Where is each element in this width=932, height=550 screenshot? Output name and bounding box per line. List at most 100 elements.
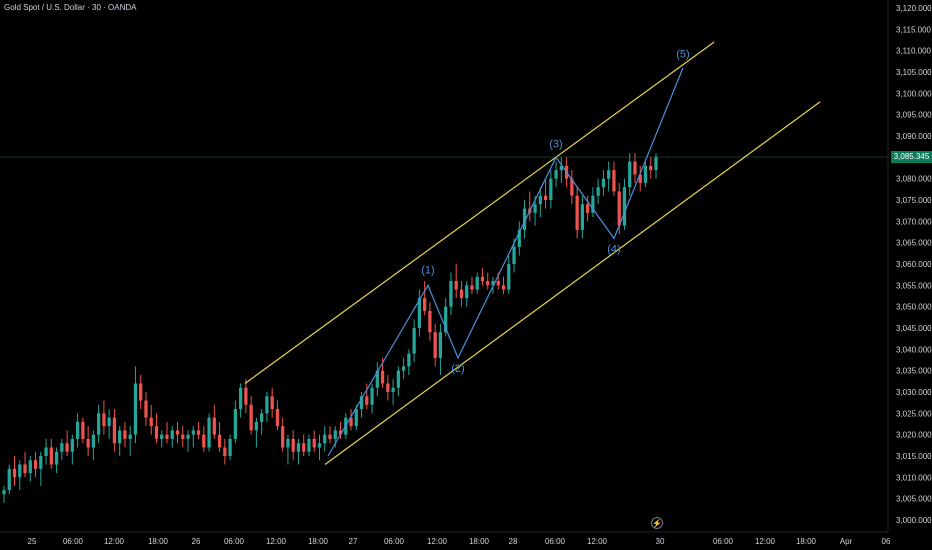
price-tick-label: 3,090.000 xyxy=(896,132,932,141)
price-tick-label: 3,050.000 xyxy=(896,303,932,312)
candle-body xyxy=(507,264,511,290)
price-tick-label: 3,110.000 xyxy=(896,47,932,56)
candle-body xyxy=(633,161,637,175)
candle-body xyxy=(212,417,216,435)
candle-body xyxy=(370,387,374,405)
candle-body xyxy=(270,396,274,410)
candle-body xyxy=(254,421,259,431)
candle-body xyxy=(128,434,132,439)
candle-body xyxy=(444,306,448,333)
candle-body xyxy=(459,289,464,299)
candle-body xyxy=(486,281,490,286)
candle-body xyxy=(428,310,432,333)
price-tick-label: 3,005.000 xyxy=(896,495,932,504)
candle-body xyxy=(60,443,64,452)
candle-body xyxy=(302,443,306,452)
candle-body xyxy=(317,443,322,448)
time-tick-label: 18:00 xyxy=(469,537,490,546)
time-tick-label: 28 xyxy=(509,537,518,546)
price-tick-label: 3,060.000 xyxy=(896,260,932,269)
candle-body xyxy=(512,246,516,264)
candle-body xyxy=(97,413,101,435)
candle-body xyxy=(107,417,111,427)
elliott-wave-path xyxy=(327,67,684,457)
time-tick-label: 12:00 xyxy=(104,537,125,546)
candle-body xyxy=(480,276,485,282)
candle-body xyxy=(312,438,316,448)
candle-body xyxy=(601,178,606,188)
candle-body xyxy=(543,195,548,200)
candle-body xyxy=(607,170,611,179)
time-tick-label: 26 xyxy=(192,537,201,546)
candle-body xyxy=(228,438,232,456)
candle-body xyxy=(28,460,32,474)
price-tick-label: 3,045.000 xyxy=(896,324,932,333)
candle-body xyxy=(160,434,164,439)
candle-body xyxy=(638,174,642,183)
candle-body xyxy=(238,387,243,410)
candle-body xyxy=(54,451,59,465)
candle-body xyxy=(449,281,453,307)
candle-body xyxy=(333,430,337,439)
candle-body xyxy=(359,396,364,410)
time-tick-label: 06:00 xyxy=(384,537,405,546)
price-tick-label: 3,000.000 xyxy=(896,516,932,525)
price-tick-label: 3,055.000 xyxy=(896,281,932,290)
candle-body xyxy=(291,438,295,452)
price-tick-label: 3,030.000 xyxy=(896,388,932,397)
wave-label: (4) xyxy=(607,243,620,255)
candle-body xyxy=(286,438,290,448)
candle-body xyxy=(454,281,458,290)
price-tick-label: 3,065.000 xyxy=(896,239,932,248)
candle-body xyxy=(612,170,616,192)
candle-body xyxy=(349,417,353,427)
drawing-overlays: (1) (2) (3) (4) (5) xyxy=(244,41,821,466)
candle-body xyxy=(202,434,206,448)
candle-body xyxy=(281,426,285,448)
candle-body xyxy=(491,281,495,286)
candle-body xyxy=(91,434,96,448)
candle-body xyxy=(123,430,127,439)
time-axis[interactable]: 25 06:00 12:00 18:00 26 06:00 12:00 18:00 27 06:0… xyxy=(28,537,891,546)
candle-body xyxy=(470,285,474,290)
candle-body xyxy=(522,208,527,230)
candle-body xyxy=(39,456,43,469)
price-tick-label: 3,120.000 xyxy=(896,4,932,13)
lightning-icon[interactable]: ⚡ xyxy=(651,517,663,529)
price-tick-label: 3,080.000 xyxy=(896,175,932,184)
channel-lower-line xyxy=(324,101,821,466)
wave-label: (2) xyxy=(451,363,464,375)
candle-body xyxy=(586,204,590,213)
candle-body xyxy=(149,417,153,427)
candle-body xyxy=(49,447,53,465)
candle-body xyxy=(375,370,379,388)
candle-body xyxy=(186,434,190,439)
candle-body xyxy=(354,409,358,427)
time-tick-label: 06 xyxy=(882,537,891,546)
candle-body xyxy=(70,438,74,452)
candle-body xyxy=(112,417,117,444)
candle-body xyxy=(423,298,427,311)
candle-body xyxy=(533,204,537,213)
candle-body xyxy=(549,178,553,200)
candle-body xyxy=(170,430,174,439)
candle-body xyxy=(181,434,185,439)
time-tick-label: Apr xyxy=(840,537,853,546)
candle-body xyxy=(501,285,506,290)
price-axis[interactable]: 3,120.000 3,115.000 3,110.000 3,105.000 3,10… xyxy=(896,4,932,525)
symbol-title: Gold Spot / U.S. Dollar · 30 · OANDA xyxy=(4,3,137,12)
price-tick-label: 3,025.000 xyxy=(896,409,932,418)
candle-body xyxy=(617,191,621,226)
wave-label: (3) xyxy=(549,138,562,150)
time-tick-label: 25 xyxy=(28,537,37,546)
wave-label: (1) xyxy=(421,264,434,276)
candle-body xyxy=(81,421,85,439)
candle-body xyxy=(365,396,369,405)
candle-body xyxy=(23,464,27,474)
candle-body xyxy=(475,276,479,290)
candle-body xyxy=(118,430,122,444)
candle-body xyxy=(386,383,390,392)
candle-body xyxy=(217,434,222,448)
candle-body xyxy=(133,383,138,435)
